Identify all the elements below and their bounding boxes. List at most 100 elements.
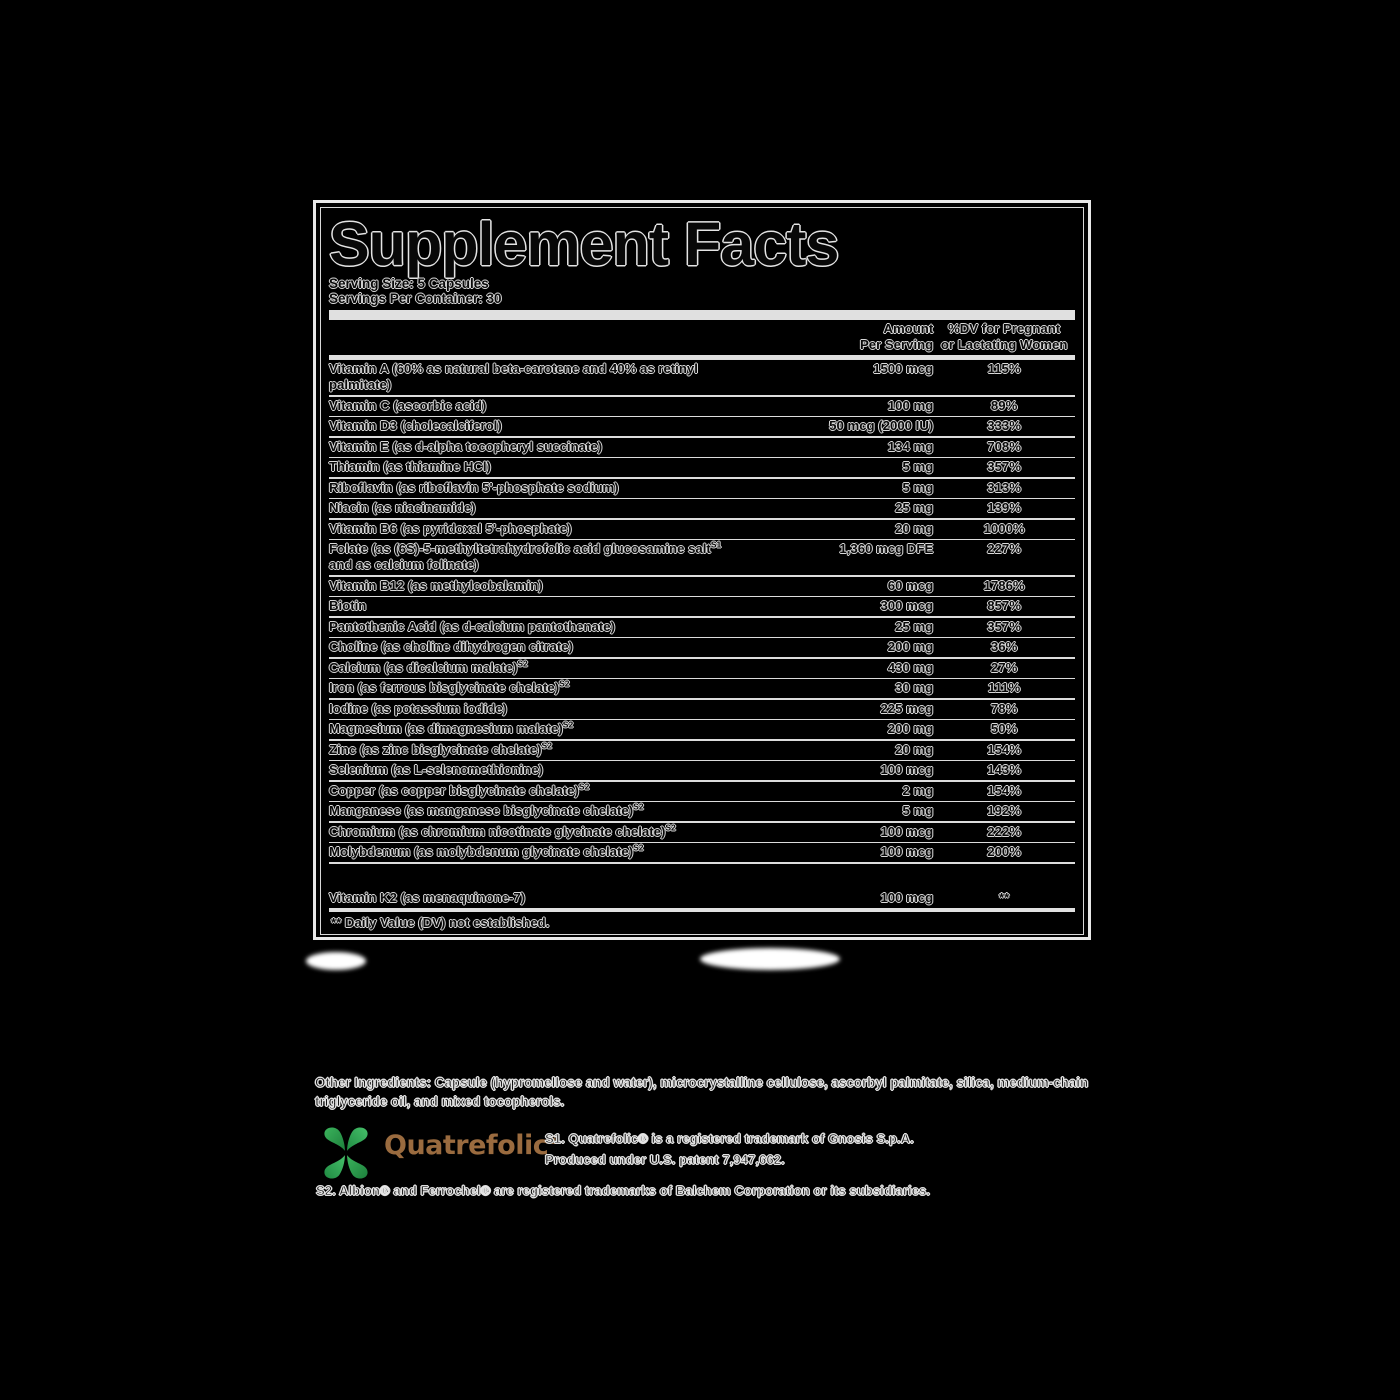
row-separator-cell [329, 436, 1075, 438]
nutrient-daily-value: 357% [987, 459, 1022, 475]
separator-line [329, 636, 1075, 639]
nutrient-daily-value: 154% [987, 782, 1022, 798]
nutrient-amount: 5 mg [902, 459, 934, 475]
row-separator [329, 759, 1075, 762]
nutrient-amount: 5 mg [902, 803, 934, 819]
table-row: Choline (as choline dihydrogen citrate) 2… [329, 638, 1075, 657]
row-separator [329, 780, 1075, 782]
separator-line [329, 518, 1075, 520]
dv-footnote: ** Daily Value (DV) not established. [331, 914, 550, 930]
separator-line [329, 698, 1075, 700]
nutrient-amount: 60 mcg [887, 577, 934, 593]
table-row: Vitamin D3 (cholecalciferol) 50 mcg (2000… [329, 417, 1075, 436]
row-separator-cell [329, 698, 1075, 700]
nutrient-daily-value: 708% [987, 438, 1022, 454]
nutrient-daily-value: 192% [987, 803, 1022, 819]
separator-line [329, 657, 1075, 659]
row-separator [329, 415, 1075, 418]
table-row: Chromium (as chromium nicotinate glycina… [329, 823, 1075, 842]
footnote-s2: S2. Albion® and Ferrochel® are registere… [316, 1183, 931, 1199]
row-separator-cell [329, 800, 1075, 803]
separator-line [329, 395, 1075, 397]
row-separator [329, 616, 1075, 618]
row-separator-cell [329, 759, 1075, 762]
nutrient-ref-marker: S2 [517, 658, 528, 669]
separator-line [329, 862, 1075, 864]
row-spacer-cell [329, 864, 1075, 889]
nutrient-daily-value: 36% [990, 639, 1018, 655]
row-separator [329, 862, 1075, 864]
row-separator-cell [329, 636, 1075, 639]
table-row: Iodine (as potassium iodide) 225 mcg 78% [329, 700, 1075, 719]
panel-inner-border: Supplement Facts Serving Size: 5 Capsule… [320, 207, 1084, 935]
nutrient-amount: 100 mcg [880, 844, 934, 860]
nutrient-name: Vitamin A (60% as natural beta-carotene … [329, 361, 699, 393]
nutrient-daily-value: 357% [987, 618, 1022, 634]
nutrient-daily-value: ** [998, 889, 1010, 905]
row-separator [329, 538, 1075, 541]
nutrient-amount: 5 mg [902, 479, 934, 495]
serving-size: Serving Size: 5 Capsules [329, 275, 490, 291]
nutrient-amount: 20 mg [895, 520, 934, 536]
separator-line [329, 415, 1075, 418]
other-ingredients: Other Ingredients: Capsule (hypromellose… [315, 1075, 1089, 1110]
row-separator-cell [329, 595, 1075, 598]
row-separator [329, 477, 1075, 479]
row-separator-cell [329, 739, 1075, 741]
nutrient-daily-value: 1786% [983, 577, 1025, 593]
nutrient-daily-value: 154% [987, 741, 1022, 757]
panel-outer-border: Supplement Facts Serving Size: 5 Capsule… [313, 200, 1091, 940]
nutrient-amount: 25 mg [895, 618, 934, 634]
nutrient-daily-value: 200% [987, 844, 1022, 860]
row-separator-cell [329, 821, 1075, 823]
header-blank [329, 320, 762, 355]
nutrient-name: Riboflavin (as riboflavin 5'-phosphate s… [329, 479, 620, 495]
nutrient-ref-marker: S2 [578, 781, 590, 792]
separator-line [329, 677, 1075, 680]
separator-line [329, 739, 1075, 741]
table-row: Vitamin A (60% as natural beta-carotene … [329, 360, 1075, 395]
nutrient-name: Vitamin K2 (as menaquinone-7) [329, 889, 526, 905]
nutrient-daily-value: 1000% [983, 520, 1025, 536]
row-separator [329, 841, 1075, 844]
nutrient-amount: 100 mcg [880, 762, 934, 778]
nutrient-amount: 200 mg [887, 721, 934, 737]
nutrient-amount: 225 mcg [880, 700, 934, 716]
row-separator [329, 395, 1075, 397]
quatrefolic-logo: Quatrefolic® [318, 1124, 559, 1180]
nutrient-name: Vitamin C (ascorbic acid) [329, 397, 487, 413]
nutrient-name: Calcium (as dicalcium malate)S2 [329, 658, 529, 676]
nutrient-daily-value: 111% [987, 680, 1021, 696]
header-dv-line1: %DV for Pregnant [948, 320, 1061, 336]
nutrient-amount: 200 mg [887, 639, 934, 655]
nutrition-table: Amount Per Serving %DV for Pregnant or L… [329, 320, 1075, 355]
row-separator [329, 436, 1075, 438]
table-row: Folate (as (6S)-5-methyltetrahydrofolic … [329, 540, 1075, 575]
row-separator [329, 739, 1075, 741]
row-separator-cell [329, 718, 1075, 721]
table-row: Vitamin C (ascorbic acid) 100 mg 89% [329, 397, 1075, 416]
row-separator [329, 657, 1075, 659]
clover-icon [324, 1127, 368, 1179]
nutrient-daily-value: 313% [987, 479, 1022, 495]
nutrient-ref-marker: S2 [665, 822, 676, 833]
nutrient-amount: 300 mcg [880, 598, 934, 614]
separator-line [329, 780, 1075, 782]
separator-line [329, 616, 1075, 618]
nutrient-amount: 1500 mcg [873, 361, 934, 377]
row-separator-cell [329, 497, 1075, 500]
row-separator-cell [329, 616, 1075, 618]
row-spacer [329, 864, 1075, 889]
nutrient-ref-marker: S2 [633, 802, 644, 813]
supplement-facts-panel: Supplement Facts Serving Size: 5 Capsule… [313, 200, 1091, 940]
row-separator [329, 718, 1075, 721]
nutrient-daily-value: 227% [987, 541, 1022, 557]
row-separator [329, 456, 1075, 459]
row-separator [329, 595, 1075, 598]
nutrient-amount: 100 mcg [880, 823, 934, 839]
nutrient-amount: 430 mg [887, 659, 934, 675]
quatrefolic-wordmark-text: Quatrefolic [384, 1130, 549, 1161]
nutrient-name: Iodine (as potassium iodide) [329, 700, 508, 716]
nutrient-amount: 30 mg [895, 680, 934, 696]
nutrient-daily-value: 143% [987, 762, 1022, 778]
